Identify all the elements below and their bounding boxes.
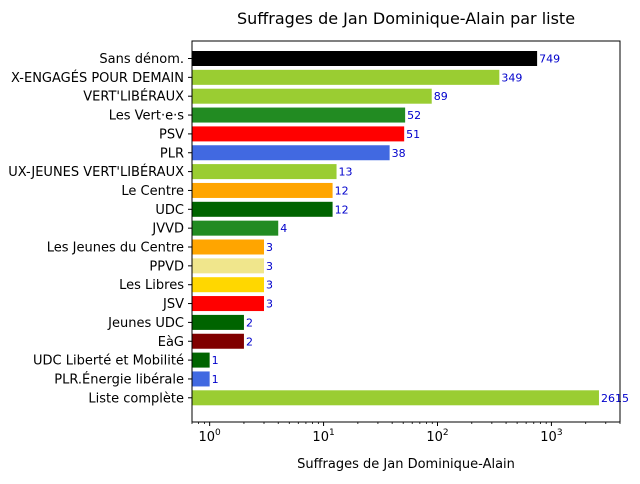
y-tick-label: Sans dénom. <box>99 52 184 67</box>
data-label: 51 <box>406 128 420 141</box>
category-labels-layer: Sans dénom. X-ENGAGÉS POUR DEMAIN VERT'LIB… <box>8 52 192 406</box>
bar <box>192 88 432 104</box>
x-tick-label: 101 <box>312 428 334 445</box>
bar <box>192 107 406 123</box>
y-tick-label: X-ENGAGÉS POUR DEMAIN <box>11 70 184 86</box>
bar <box>192 371 210 387</box>
data-label: 4 <box>280 222 287 235</box>
bar <box>192 296 265 312</box>
bar <box>192 390 599 406</box>
data-label: 38 <box>392 147 406 160</box>
data-label: 3 <box>266 279 273 292</box>
bar <box>192 258 265 274</box>
bar <box>192 277 265 293</box>
data-label: 3 <box>266 241 273 254</box>
y-tick-label: JVVD <box>151 222 184 237</box>
plot-frame <box>191 40 621 423</box>
bar <box>192 201 333 217</box>
data-label: 12 <box>335 203 349 216</box>
bar <box>192 239 265 255</box>
bar <box>192 51 538 66</box>
x-axis: 100 101 102 103 <box>191 422 621 445</box>
bar <box>192 352 210 368</box>
bar <box>192 182 333 198</box>
bar <box>192 126 405 142</box>
y-tick-label: UX-JEUNES VERT'LIBÉRAUX <box>8 164 184 180</box>
data-label: 349 <box>501 71 522 84</box>
y-tick-label: PLR <box>160 146 184 161</box>
data-label: 89 <box>434 90 448 103</box>
y-tick-label: UDC <box>155 203 184 218</box>
y-tick-label: PPVD <box>149 259 184 274</box>
data-label: 3 <box>266 298 273 311</box>
x-tick-label: 103 <box>540 428 562 445</box>
x-tick-label: 100 <box>199 428 222 445</box>
y-tick-label: Les Vert·e·s <box>109 109 185 124</box>
data-label: 749 <box>539 53 560 66</box>
bar <box>192 145 390 161</box>
y-tick-label: Le Centre <box>121 184 184 199</box>
bars-layer <box>192 51 599 406</box>
y-tick-label: VERT'LIBÉRAUX <box>83 89 184 105</box>
data-label: 2 <box>246 316 253 329</box>
x-tick-label: 102 <box>426 428 448 445</box>
y-tick-label: Les Jeunes du Centre <box>47 241 184 256</box>
data-label: 1 <box>212 373 219 386</box>
y-tick-label: Jeunes UDC <box>107 316 184 331</box>
data-label: 52 <box>407 109 421 122</box>
data-label: 3 <box>266 260 273 273</box>
y-tick-label: UDC Liberté et Mobilité <box>33 354 184 369</box>
bar <box>192 314 244 330</box>
chart-title: Suffrages de Jan Dominique-Alain par lis… <box>237 9 575 28</box>
y-tick-label: JSV <box>162 297 184 312</box>
y-tick-label: PSV <box>159 127 184 142</box>
bar <box>192 220 279 236</box>
data-label: 2 <box>246 335 253 348</box>
x-axis-label: Suffrages de Jan Dominique-Alain <box>297 457 515 472</box>
bar <box>192 69 500 85</box>
y-tick-label: Les Libres <box>119 278 184 293</box>
y-tick-label: PLR.Énergie libérale <box>54 371 184 387</box>
bar <box>192 333 244 349</box>
data-label: 2615 <box>601 392 629 405</box>
bar <box>192 164 337 180</box>
data-label: 13 <box>339 166 353 179</box>
data-label: 1 <box>212 354 219 367</box>
y-tick-label: EàG <box>158 335 184 350</box>
data-label: 12 <box>335 184 349 197</box>
y-tick-label: Liste complète <box>88 391 184 406</box>
